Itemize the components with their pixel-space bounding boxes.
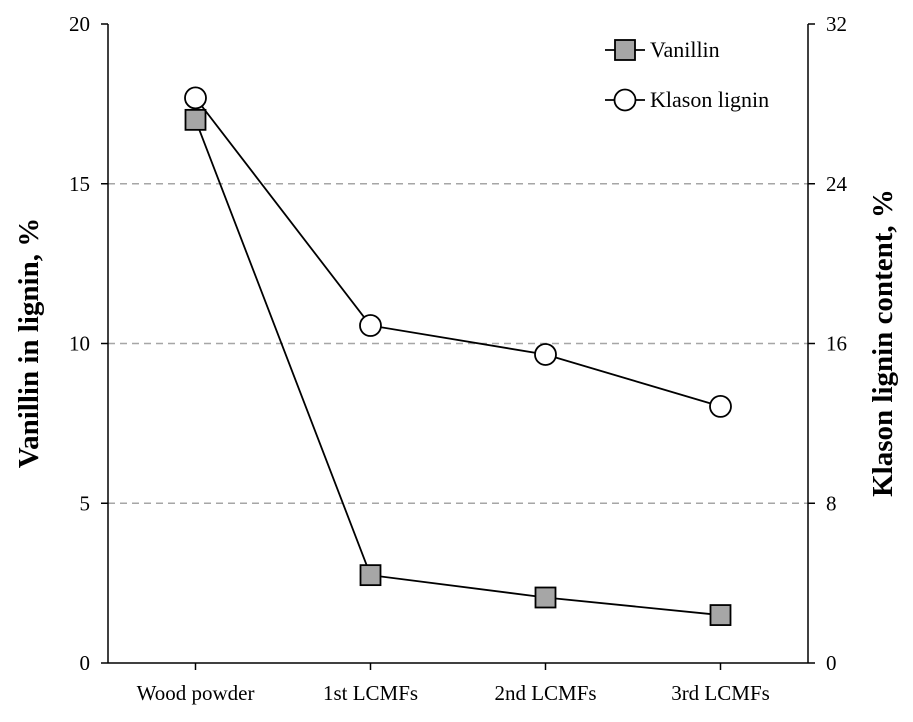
vanillin-point <box>534 586 557 609</box>
y-tick-label-left: 10 <box>69 332 90 356</box>
y-tick-label-right: 8 <box>826 491 837 515</box>
legend: Vanillin Klason lignin <box>605 37 769 112</box>
y-tick-label-left: 15 <box>69 172 90 196</box>
klason-lignin-line <box>194 97 721 408</box>
legend-label-vanillin: Vanillin <box>650 37 720 62</box>
y-tick-label-right: 32 <box>826 12 847 36</box>
y-tick-label-left: 0 <box>80 651 91 675</box>
y-axis-title-left: Vanillin in lignin, % <box>13 218 45 468</box>
klason-lignin-point <box>534 343 557 366</box>
x-tick-label: 3rd LCMFs <box>671 681 770 705</box>
grid-lines <box>108 183 808 504</box>
legend-label-klason-lignin: Klason lignin <box>650 87 769 112</box>
ticks: 0 5 10 15 20 0 8 16 24 32 Wood powder 1st LCMFs 2nd … <box>69 12 848 705</box>
vanillin-point <box>184 108 207 131</box>
x-tick-label: 1st LCMFs <box>323 681 418 705</box>
y-tick-label-right: 16 <box>826 332 847 356</box>
vanillin-point <box>709 604 732 626</box>
x-tick-label: 2nd LCMFs <box>494 681 596 705</box>
klason-lignin-point <box>184 86 207 110</box>
x-tick-label: Wood powder <box>137 681 255 705</box>
klason-lignin-point <box>709 395 732 418</box>
vanillin-point <box>359 564 382 587</box>
series-layer <box>184 86 732 626</box>
legend-marker-vanillin <box>614 39 636 61</box>
vanillin-line <box>194 119 721 616</box>
y-axis-title-right: Klason lignin content, % <box>867 189 899 497</box>
y-tick-label-left: 20 <box>69 12 90 36</box>
y-tick-label-right: 0 <box>826 651 837 675</box>
y-tick-label-left: 5 <box>80 491 91 515</box>
legend-marker-klason-lignin <box>613 88 637 112</box>
y-tick-label-right: 24 <box>826 172 848 196</box>
klason-lignin-point <box>359 314 382 337</box>
